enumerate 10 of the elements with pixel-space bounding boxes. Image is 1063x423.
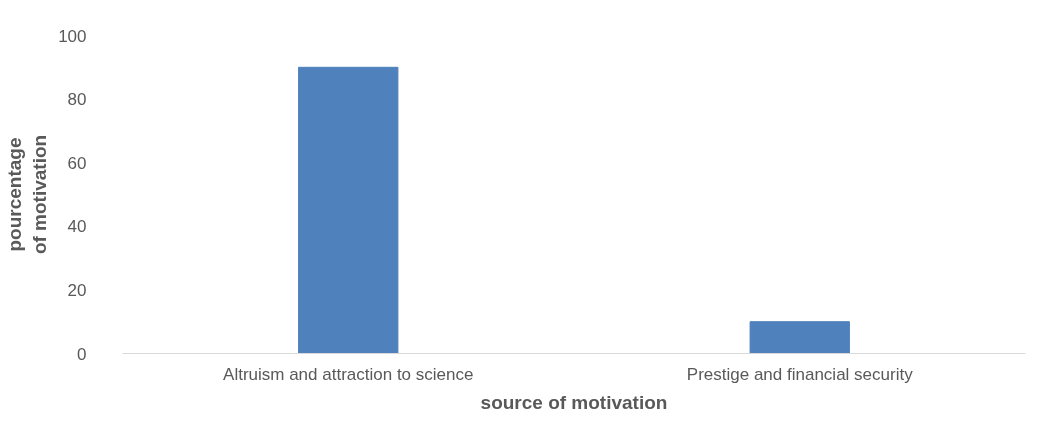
y-tick-label: 0 [77, 344, 87, 364]
y-tick-label: 20 [67, 280, 87, 300]
x-axis-title: source of motivation [480, 391, 668, 413]
y-tick-label: 60 [67, 153, 87, 173]
y-tick-label: 80 [67, 90, 87, 110]
y-tick-label: 100 [58, 26, 87, 46]
y-tick-label: 40 [67, 217, 87, 237]
x-tick-label: Prestige and financial security [686, 364, 914, 384]
x-tick-label: Altruism and attraction to science [223, 364, 474, 384]
y-axis-title: pourcentage of motivation [3, 134, 51, 255]
